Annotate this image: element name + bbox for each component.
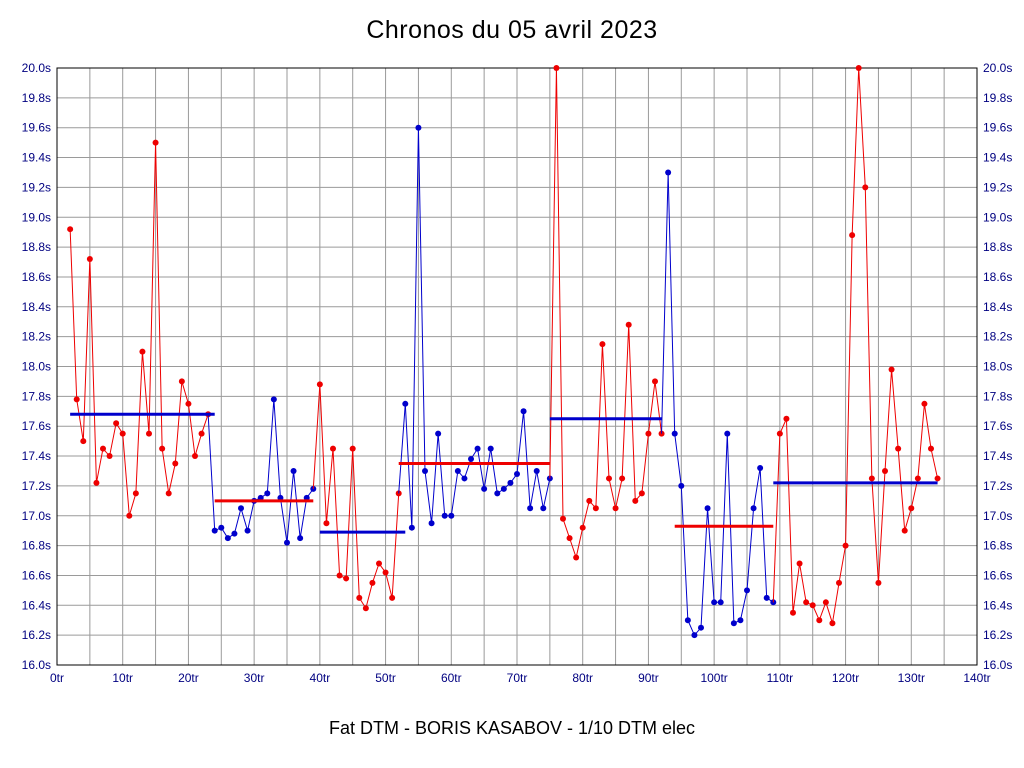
svg-text:60tr: 60tr [441,671,462,685]
svg-text:40tr: 40tr [310,671,331,685]
svg-text:17.8s: 17.8s [22,389,51,403]
svg-text:70tr: 70tr [507,671,528,685]
svg-text:17.6s: 17.6s [983,419,1012,433]
svg-text:19.8s: 19.8s [983,91,1012,105]
svg-text:16.4s: 16.4s [983,598,1012,612]
svg-text:17.0s: 17.0s [22,509,51,523]
svg-text:50tr: 50tr [375,671,396,685]
svg-text:0tr: 0tr [50,671,64,685]
svg-text:19.2s: 19.2s [22,180,51,194]
svg-text:18.0s: 18.0s [983,360,1012,374]
svg-text:18.2s: 18.2s [983,330,1012,344]
svg-text:80tr: 80tr [572,671,593,685]
svg-text:18.6s: 18.6s [983,270,1012,284]
svg-text:16.8s: 16.8s [983,539,1012,553]
svg-text:16.8s: 16.8s [22,539,51,553]
svg-text:20.0s: 20.0s [22,61,51,75]
svg-text:19.6s: 19.6s [983,121,1012,135]
svg-text:19.4s: 19.4s [983,151,1012,165]
svg-text:17.4s: 17.4s [983,449,1012,463]
svg-text:17.4s: 17.4s [22,449,51,463]
svg-text:16.4s: 16.4s [22,598,51,612]
svg-text:16.0s: 16.0s [22,658,51,672]
svg-text:17.8s: 17.8s [983,389,1012,403]
svg-text:19.0s: 19.0s [983,210,1012,224]
svg-text:19.6s: 19.6s [22,121,51,135]
svg-text:18.4s: 18.4s [22,300,51,314]
svg-text:19.0s: 19.0s [22,210,51,224]
svg-text:90tr: 90tr [638,671,659,685]
svg-text:18.2s: 18.2s [22,330,51,344]
svg-text:10tr: 10tr [112,671,133,685]
svg-text:20.0s: 20.0s [983,61,1012,75]
svg-text:20tr: 20tr [178,671,199,685]
svg-text:100tr: 100tr [700,671,727,685]
svg-text:19.2s: 19.2s [983,180,1012,194]
svg-text:18.8s: 18.8s [22,240,51,254]
svg-text:18.6s: 18.6s [22,270,51,284]
svg-text:17.6s: 17.6s [22,419,51,433]
svg-text:19.8s: 19.8s [22,91,51,105]
svg-text:18.0s: 18.0s [22,360,51,374]
svg-text:130tr: 130tr [898,671,925,685]
chart-title: Chronos du 05 avril 2023 [366,16,658,44]
svg-text:110tr: 110tr [767,671,793,685]
svg-text:16.2s: 16.2s [983,628,1012,642]
svg-text:120tr: 120tr [832,671,859,685]
svg-text:16.6s: 16.6s [22,568,51,582]
svg-text:18.4s: 18.4s [983,300,1012,314]
svg-text:16.2s: 16.2s [22,628,51,642]
svg-text:140tr: 140tr [963,671,990,685]
svg-text:17.2s: 17.2s [983,479,1012,493]
svg-text:16.0s: 16.0s [983,658,1012,672]
svg-text:16.6s: 16.6s [983,568,1012,582]
chart-footer: Fat DTM - BORIS KASABOV - 1/10 DTM elec [328,718,696,738]
svg-text:17.2s: 17.2s [22,479,51,493]
svg-text:17.0s: 17.0s [983,509,1012,523]
svg-text:19.4s: 19.4s [22,151,51,165]
svg-text:30tr: 30tr [244,671,265,685]
svg-text:18.8s: 18.8s [983,240,1012,254]
